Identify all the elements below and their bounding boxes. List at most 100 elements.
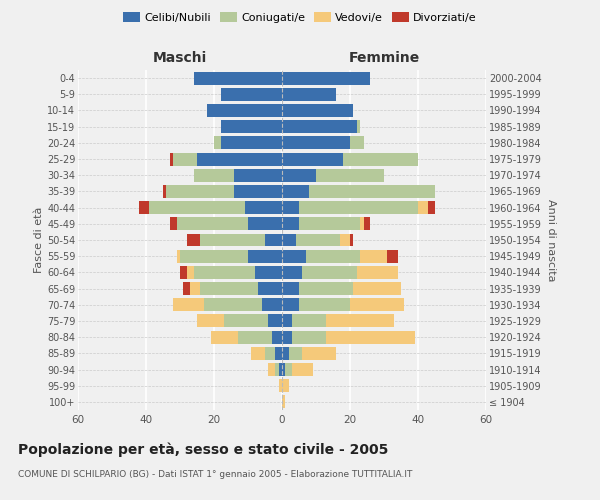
Bar	[170, 152, 173, 166]
Bar	[278, 379, 282, 392]
Bar	[292, 330, 326, 344]
Bar	[418, 201, 428, 214]
Bar	[299, 282, 353, 295]
Bar	[282, 72, 370, 85]
Bar	[197, 152, 282, 166]
Bar	[200, 234, 265, 246]
Bar	[353, 282, 401, 295]
Bar	[268, 314, 282, 328]
Bar	[282, 201, 299, 214]
Bar	[350, 136, 364, 149]
Bar	[292, 363, 313, 376]
Bar	[194, 266, 255, 279]
Bar	[149, 201, 245, 214]
Bar	[282, 218, 299, 230]
Bar	[286, 363, 292, 376]
Bar	[282, 347, 289, 360]
Text: COMUNE DI SCHILPARIO (BG) - Dati ISTAT 1° gennaio 2005 - Elaborazione TUTTITALIA: COMUNE DI SCHILPARIO (BG) - Dati ISTAT 1…	[18, 470, 412, 479]
Bar	[200, 282, 258, 295]
Bar	[316, 169, 384, 181]
Bar	[282, 298, 299, 311]
Bar	[194, 169, 235, 181]
Bar	[350, 298, 404, 311]
Bar	[388, 250, 398, 262]
Bar	[357, 120, 360, 133]
Bar	[251, 347, 265, 360]
Bar	[326, 330, 415, 344]
Bar	[184, 282, 190, 295]
Bar	[176, 218, 248, 230]
Bar	[248, 218, 282, 230]
Bar	[282, 250, 306, 262]
Bar	[265, 234, 282, 246]
Bar	[187, 266, 194, 279]
Bar	[360, 218, 364, 230]
Bar	[207, 104, 282, 117]
Bar	[180, 250, 248, 262]
Bar	[275, 363, 278, 376]
Bar	[272, 330, 282, 344]
Bar	[173, 298, 204, 311]
Bar	[282, 266, 302, 279]
Bar	[187, 234, 200, 246]
Bar	[173, 152, 197, 166]
Bar	[248, 250, 282, 262]
Bar	[275, 347, 282, 360]
Bar	[292, 314, 326, 328]
Bar	[299, 201, 418, 214]
Bar	[221, 136, 282, 149]
Bar	[282, 152, 343, 166]
Bar	[306, 250, 360, 262]
Bar	[296, 234, 340, 246]
Bar	[299, 298, 350, 311]
Bar	[224, 314, 268, 328]
Bar	[309, 185, 435, 198]
Bar	[299, 218, 360, 230]
Bar	[289, 347, 302, 360]
Bar	[166, 185, 235, 198]
Bar	[190, 282, 200, 295]
Bar	[238, 330, 272, 344]
Bar	[221, 120, 282, 133]
Text: Maschi: Maschi	[153, 51, 207, 65]
Bar	[255, 266, 282, 279]
Bar	[262, 298, 282, 311]
Bar	[245, 201, 282, 214]
Bar	[204, 298, 262, 311]
Bar	[235, 185, 282, 198]
Bar	[170, 218, 176, 230]
Bar	[282, 120, 357, 133]
Bar	[180, 266, 187, 279]
Y-axis label: Anni di nascita: Anni di nascita	[545, 198, 556, 281]
Bar	[258, 282, 282, 295]
Bar	[176, 250, 180, 262]
Bar	[139, 201, 149, 214]
Bar	[214, 136, 221, 149]
Bar	[197, 314, 224, 328]
Bar	[282, 136, 350, 149]
Bar	[282, 396, 286, 408]
Bar	[282, 185, 309, 198]
Bar	[282, 104, 353, 117]
Bar	[194, 72, 282, 85]
Bar	[221, 88, 282, 101]
Bar	[282, 169, 316, 181]
Bar	[235, 169, 282, 181]
Bar	[360, 250, 388, 262]
Text: Popolazione per età, sesso e stato civile - 2005: Popolazione per età, sesso e stato civil…	[18, 442, 388, 457]
Bar	[428, 201, 435, 214]
Bar	[350, 234, 353, 246]
Bar	[326, 314, 394, 328]
Bar	[211, 330, 238, 344]
Bar	[163, 185, 166, 198]
Bar	[282, 314, 292, 328]
Bar	[282, 88, 337, 101]
Bar	[282, 330, 292, 344]
Bar	[357, 266, 398, 279]
Bar	[278, 363, 282, 376]
Legend: Celibi/Nubili, Coniugati/e, Vedovi/e, Divorziati/e: Celibi/Nubili, Coniugati/e, Vedovi/e, Di…	[119, 8, 481, 28]
Bar	[302, 347, 337, 360]
Y-axis label: Fasce di età: Fasce di età	[34, 207, 44, 273]
Bar	[268, 363, 275, 376]
Bar	[364, 218, 370, 230]
